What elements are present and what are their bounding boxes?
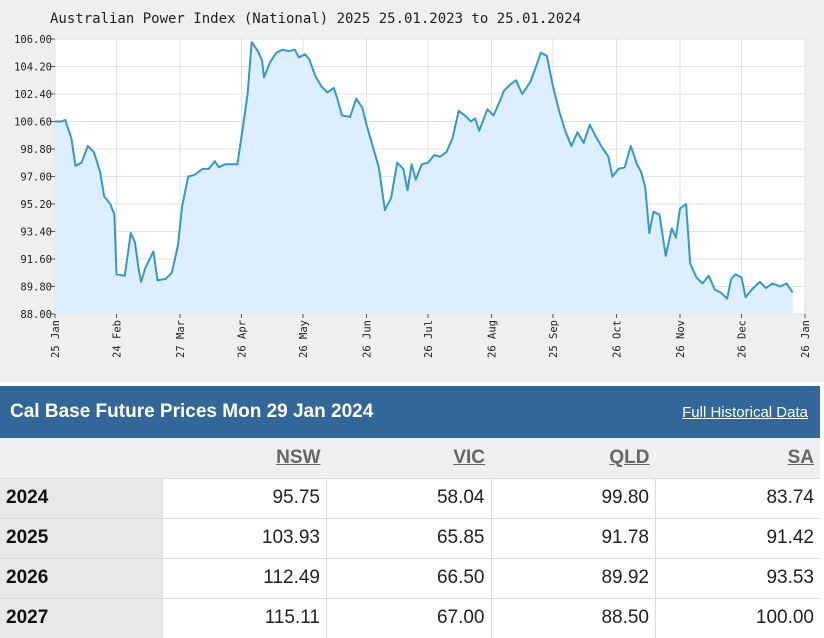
y-tick-label: 89.80 xyxy=(20,282,52,294)
cell-nsw: 103.93 xyxy=(161,517,327,558)
x-tick-label: 26 Jan xyxy=(800,320,812,358)
cell-vic: 65.85 xyxy=(326,517,491,558)
panel-title: Cal Base Future Prices Mon 29 Jan 2024 xyxy=(10,401,374,422)
y-tick-label: 93.40 xyxy=(20,227,52,239)
full-historical-data-link[interactable]: Full Historical Data xyxy=(682,403,808,421)
table-row: 2025 103.93 65.85 91.78 91.42 xyxy=(0,517,820,558)
x-tick-label: 26 Nov xyxy=(675,320,687,358)
x-tick-label: 26 Dec xyxy=(736,320,748,358)
row-year: 2026 xyxy=(0,557,162,598)
row-year: 2027 xyxy=(0,597,162,638)
future-prices-panel: Cal Base Future Prices Mon 29 Jan 2024 F… xyxy=(0,386,820,638)
y-tick-label: 100.60 xyxy=(14,117,52,129)
chart-title: Australian Power Index (National) 2025 2… xyxy=(50,11,581,27)
y-tick-label: 91.60 xyxy=(20,254,52,266)
panel-header: Cal Base Future Prices Mon 29 Jan 2024 F… xyxy=(0,386,820,438)
cell-vic: 58.04 xyxy=(326,477,491,518)
x-tick-label: 25 Jan xyxy=(50,320,62,358)
x-axis: 25 Jan 24 Feb 27 Mar 26 Apr 26 May 26 Jun 26 J… xyxy=(50,314,812,358)
chart-panel: Australian Power Index (National) 2025 2… xyxy=(0,0,824,382)
area-layer xyxy=(55,41,794,314)
y-tick-label: 95.20 xyxy=(20,199,52,211)
row-year: 2025 xyxy=(0,517,162,558)
y-tick-label: 104.20 xyxy=(14,62,52,74)
series-line xyxy=(55,41,794,300)
cell-qld: 88.50 xyxy=(490,597,656,638)
x-tick-label: 27 Mar xyxy=(175,320,187,358)
x-tick-label: 26 Apr xyxy=(236,320,248,358)
cell-nsw: 115.11 xyxy=(161,597,327,638)
x-tick-label: 26 Jun xyxy=(361,320,373,358)
row-year: 2024 xyxy=(0,477,162,518)
cell-nsw: 95.75 xyxy=(161,477,327,518)
table-header-row: NSW VIC QLD SA xyxy=(0,438,820,478)
x-tick-label: 26 Jul xyxy=(423,320,435,358)
cell-vic: 67.00 xyxy=(326,597,491,638)
cell-qld: 89.92 xyxy=(490,557,656,598)
cell-qld: 91.78 xyxy=(490,517,656,558)
x-tick-label: 24 Feb xyxy=(111,320,123,358)
y-tick-label: 98.80 xyxy=(20,144,52,156)
cell-nsw: 112.49 xyxy=(161,557,327,598)
table-row: 2027 115.11 67.00 88.50 100.00 xyxy=(0,597,820,638)
x-tick-label: 25 Sep xyxy=(548,320,560,358)
future-prices-table: NSW VIC QLD SA 2024 95.75 58.04 99.80 83… xyxy=(0,438,820,638)
cell-qld: 99.80 xyxy=(490,477,656,518)
cell-sa: 91.42 xyxy=(655,517,820,558)
power-index-chart: Australian Power Index (National) 2025 2… xyxy=(14,11,812,358)
x-tick-label: 26 Oct xyxy=(611,320,623,358)
x-tick-label: 26 Aug xyxy=(486,320,498,358)
y-tick-label: 88.00 xyxy=(20,309,52,321)
y-tick-label: 106.00 xyxy=(14,34,52,46)
cell-sa: 83.74 xyxy=(655,477,820,518)
y-tick-label: 102.40 xyxy=(14,89,52,101)
table-row: 2024 95.75 58.04 99.80 83.74 xyxy=(0,477,820,518)
y-tick-label: 97.00 xyxy=(20,172,52,184)
cell-vic: 66.50 xyxy=(326,557,491,598)
column-header-nsw[interactable]: NSW xyxy=(162,438,327,478)
table-row: 2026 112.49 66.50 89.92 93.53 xyxy=(0,557,820,598)
column-header-sa[interactable]: SA xyxy=(655,438,820,478)
series-area xyxy=(55,42,793,314)
header-empty xyxy=(0,438,162,478)
x-tick-label: 26 May xyxy=(298,320,310,358)
cell-sa: 100.00 xyxy=(655,597,820,638)
column-header-vic[interactable]: VIC xyxy=(326,438,491,478)
column-header-qld[interactable]: QLD xyxy=(491,438,656,478)
y-axis: 88.00 89.80 91.60 93.40 95.20 97.00 98.80 100.6… xyxy=(14,34,55,321)
cell-sa: 93.53 xyxy=(655,557,820,598)
